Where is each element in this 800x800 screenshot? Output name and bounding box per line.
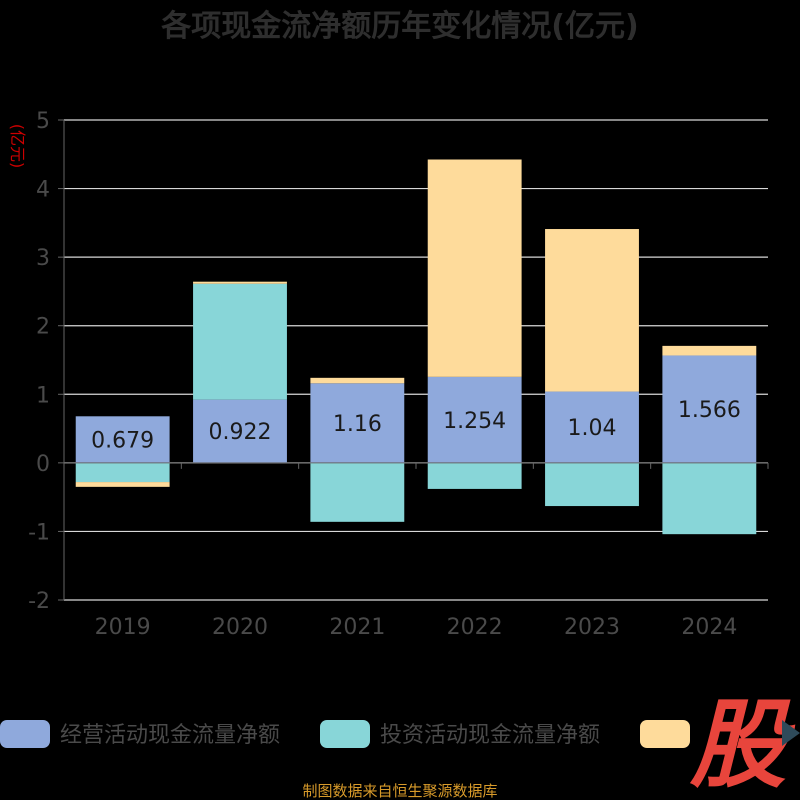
bars: [75, 159, 757, 535]
bar-segment[interactable]: [545, 462, 639, 507]
bar-segment[interactable]: [193, 399, 287, 463]
y-tick-label: -1: [28, 520, 50, 545]
legend-label[interactable]: 投资活动现金流量净额: [380, 723, 600, 748]
bar-segment[interactable]: [310, 383, 405, 463]
legend-swatch[interactable]: [640, 720, 690, 748]
bar-value-label: 1.04: [568, 416, 617, 441]
legend[interactable]: 经营活动现金流量净额 投资活动现金流量净额: [0, 720, 690, 748]
legend-swatch[interactable]: [320, 720, 370, 748]
x-tick-label: 2024: [681, 615, 737, 640]
bar-segment[interactable]: [75, 462, 170, 483]
y-tick-label: 3: [36, 246, 50, 271]
bar-segment[interactable]: [545, 391, 639, 463]
bar-segment[interactable]: [427, 462, 522, 489]
legend-label[interactable]: 经营活动现金流量净额: [60, 723, 280, 748]
bar-value-label: 0.679: [91, 429, 154, 454]
bar-value-label: 0.922: [209, 420, 272, 445]
y-tick-label: 0: [36, 452, 50, 477]
bar-segment[interactable]: [427, 159, 522, 377]
axes: 5 4 3 2 1 0 -1 -2 2019 2020 2021 2022 2023 2024: [28, 109, 769, 640]
y-tick-label: 5: [36, 109, 50, 134]
y-tick-label: 4: [36, 178, 50, 203]
bar-segment[interactable]: [662, 345, 757, 356]
bar-segment[interactable]: [662, 462, 757, 535]
bar-segment[interactable]: [310, 377, 405, 384]
chart-title: 各项现金流净额历年变化情况(亿元): [160, 9, 638, 44]
bar-segment[interactable]: [662, 355, 757, 463]
bar-segment[interactable]: [75, 482, 170, 487]
bar-segment[interactable]: [193, 281, 287, 284]
y-axis-unit: (亿元): [8, 124, 27, 169]
bar-segment[interactable]: [193, 283, 287, 400]
logo-watermark: 股: [689, 689, 796, 800]
x-tick-label: 2021: [329, 615, 385, 640]
x-tick-label: 2023: [564, 615, 620, 640]
data-labels: 0.679 0.922 1.16 1.254 1.04 1.566: [91, 398, 741, 453]
y-tick-label: 2: [36, 315, 50, 340]
y-tick-label: -2: [28, 589, 50, 614]
y-tick-label: 1: [36, 383, 50, 408]
bar-segment[interactable]: [427, 376, 522, 463]
legend-swatch[interactable]: [0, 720, 50, 748]
bar-segment[interactable]: [75, 416, 170, 463]
bar-value-label: 1.16: [333, 412, 382, 437]
x-tick-label: 2020: [212, 615, 268, 640]
logo-text: 股: [689, 689, 796, 800]
bar-segment[interactable]: [310, 462, 405, 522]
bar-value-label: 1.566: [678, 398, 741, 423]
x-tick-label: 2022: [447, 615, 503, 640]
legend-next-arrow-icon[interactable]: [782, 720, 800, 746]
data-source: 制图数据来自恒生聚源数据库: [302, 782, 497, 800]
x-tick-label: 2019: [95, 615, 151, 640]
bar-value-label: 1.254: [443, 409, 506, 434]
bar-segment[interactable]: [545, 229, 639, 392]
